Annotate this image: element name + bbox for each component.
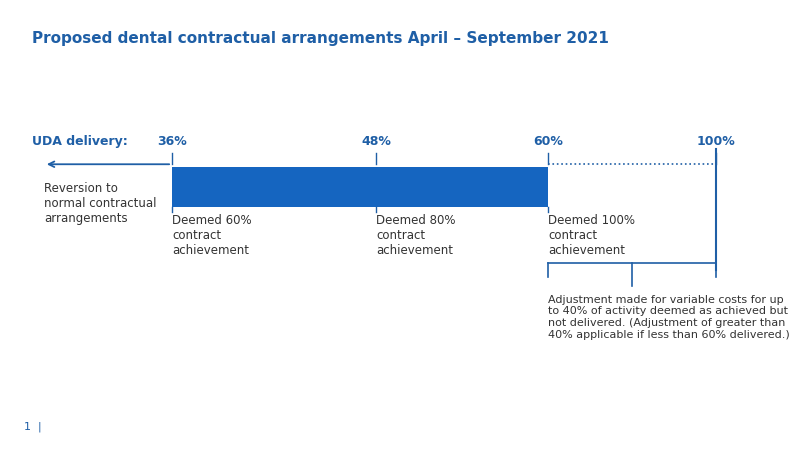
Text: UDA delivery:: UDA delivery: xyxy=(32,135,128,148)
Text: 36%: 36% xyxy=(157,135,187,148)
Text: Deemed 100%
contract
achievement: Deemed 100% contract achievement xyxy=(548,214,635,257)
Text: 100%: 100% xyxy=(697,135,735,148)
Text: Deemed 80%
contract
achievement: Deemed 80% contract achievement xyxy=(376,214,455,257)
Text: 60-100% contract achievement: 60-100% contract achievement xyxy=(267,188,453,200)
Text: Proposed dental contractual arrangements April – September 2021: Proposed dental contractual arrangements… xyxy=(32,32,609,46)
Text: Deemed 60%
contract
achievement: Deemed 60% contract achievement xyxy=(172,214,252,257)
Text: 60%: 60% xyxy=(533,135,563,148)
Text: 1  |: 1 | xyxy=(24,422,42,432)
Text: 48%: 48% xyxy=(361,135,391,148)
FancyBboxPatch shape xyxy=(172,166,548,207)
Text: Adjustment made for variable costs for up
to 40% of activity deemed as achieved : Adjustment made for variable costs for u… xyxy=(548,295,790,340)
Text: Sliding scale of UDA achievement deemed as: Sliding scale of UDA achievement deemed … xyxy=(226,173,494,186)
Text: Reversion to
normal contractual
arrangements: Reversion to normal contractual arrangem… xyxy=(44,182,157,225)
